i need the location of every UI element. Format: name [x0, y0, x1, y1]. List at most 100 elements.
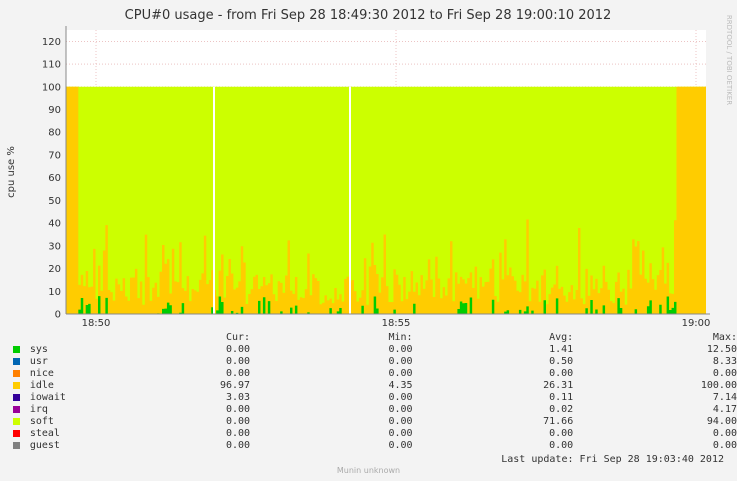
legend-table: Cur: Min: Avg: Max: sys 0.00 0.00 1.41 12.50… [10, 332, 737, 452]
y-tick-label: 20 [48, 264, 61, 275]
legend-row-irq: irq 0.00 0.00 0.02 4.17 [10, 404, 737, 416]
legend-series-name: idle [29, 380, 54, 391]
legend-min-value: 0.00 [388, 416, 413, 427]
y-tick-label: 70 [48, 150, 61, 161]
legend-swatch [13, 405, 20, 413]
legend-header-row: Cur: Min: Avg: Max: [10, 332, 737, 344]
y-tick-label: 90 [48, 105, 61, 116]
legend-swatch-cell [10, 380, 30, 392]
legend-row-steal: steal 0.00 0.00 0.00 0.00 [10, 428, 737, 440]
legend-row-iowait: iowait 3.03 0.00 0.11 7.14 [10, 392, 737, 404]
legend-min-value: 0.00 [388, 356, 413, 367]
legend-cur-value: 96.97 [219, 380, 251, 391]
legend-swatch-cell [10, 440, 30, 452]
legend-series-name: usr [29, 356, 48, 367]
munin-credit: Munin unknown [336, 466, 401, 475]
legend-cur-value: 0.00 [225, 404, 251, 415]
legend-max-value: 0.00 [712, 428, 737, 439]
y-tick-label: 40 [48, 219, 61, 230]
data-gap [349, 86, 351, 314]
legend-avg-value: 26.31 [543, 380, 574, 391]
legend-avg-value: 0.50 [549, 356, 574, 367]
legend-cur-value: 0.00 [225, 416, 251, 427]
x-tick-label: 18:55 [382, 318, 411, 329]
y-tick-label: 80 [48, 128, 61, 139]
legend-min-value: 0.00 [388, 440, 413, 451]
legend-cur-value: 0.00 [225, 368, 251, 379]
y-tick-label: 10 [48, 287, 61, 298]
legend-swatch [13, 345, 20, 353]
legend-min-value: 0.00 [388, 368, 413, 379]
legend-swatch [13, 381, 20, 389]
legend-cur-value: 0.00 [225, 356, 251, 367]
series-sys-area [66, 296, 706, 314]
legend-series-name: guest [29, 440, 60, 451]
legend-row-idle: idle 96.97 4.35 26.31 100.00 [10, 380, 737, 392]
legend-swatch [13, 357, 20, 365]
legend-swatch-cell [10, 416, 30, 428]
legend-series-name: sys [29, 344, 48, 355]
legend-swatch [13, 429, 20, 437]
legend-swatch-cell [10, 428, 30, 440]
legend-series-name: irq [29, 404, 48, 415]
axes: 0 10 20 30 40 50 60 70 80 90 100 110 120 18:50 18:55 19… [42, 26, 711, 329]
legend-min-value: 0.00 [388, 344, 413, 355]
y-tick-label: 50 [48, 196, 61, 207]
legend-avg-value: 0.00 [549, 428, 574, 439]
legend-header-max: Max: [712, 332, 737, 343]
last-update: Last update: Fri Sep 28 19:03:40 2012 [501, 454, 724, 465]
legend-swatch [13, 417, 20, 425]
y-axis-label: cpu use % [6, 146, 17, 198]
legend-min-value: 4.35 [388, 380, 413, 391]
legend-avg-value: 0.02 [549, 404, 574, 415]
legend-swatch-cell [10, 368, 30, 380]
y-tick-label: 110 [42, 60, 61, 71]
legend-row-soft: soft 0.00 0.00 71.66 94.00 [10, 416, 737, 428]
chart-title: CPU#0 usage - from Fri Sep 28 18:49:30 2… [125, 8, 612, 23]
y-tick-label: 100 [42, 82, 61, 93]
legend-cur-value: 0.00 [225, 344, 251, 355]
legend-max-value: 7.14 [712, 392, 737, 403]
legend-avg-value: 71.66 [543, 416, 574, 427]
legend-max-value: 8.33 [712, 356, 737, 367]
legend-swatch [13, 369, 20, 377]
legend-series-name: soft [29, 416, 54, 427]
legend-series-name: steal [29, 428, 60, 439]
legend-swatch-cell [10, 404, 30, 416]
legend-header-avg: Avg: [549, 332, 574, 343]
legend-row-guest: guest 0.00 0.00 0.00 0.00 [10, 440, 737, 452]
stacked-areas [66, 86, 706, 314]
legend-swatch [13, 441, 20, 449]
legend-avg-value: 0.00 [549, 440, 574, 451]
y-tick-label: 60 [48, 173, 61, 184]
legend-series-name: iowait [29, 392, 66, 403]
legend-header-cur: Cur: [225, 332, 251, 343]
series-soft-area [66, 86, 706, 314]
legend-row-usr: usr 0.00 0.00 0.50 8.33 [10, 356, 737, 368]
legend-cur-value: 0.00 [225, 440, 251, 451]
x-tick-label: 18:50 [82, 318, 111, 329]
legend-max-value: 4.17 [712, 404, 737, 415]
legend-swatch [13, 393, 20, 401]
legend-avg-value: 0.11 [549, 392, 574, 403]
legend-swatch-cell [10, 344, 30, 356]
legend-series-name: nice [29, 368, 54, 379]
legend-min-value: 0.00 [388, 428, 413, 439]
legend-max-value: 100.00 [700, 380, 737, 391]
legend-cur-value: 0.00 [225, 428, 251, 439]
series-idle-area [66, 86, 706, 314]
data-gap [213, 86, 215, 314]
legend-swatch-cell [10, 356, 30, 368]
legend-avg-value: 0.00 [549, 368, 574, 379]
legend-row-nice: nice 0.00 0.00 0.00 0.00 [10, 368, 737, 380]
y-tick-label: 120 [42, 37, 61, 48]
x-tick-label: 19:00 [682, 318, 711, 329]
legend-avg-value: 1.41 [549, 344, 574, 355]
legend-row-sys: sys 0.00 0.00 1.41 12.50 [10, 344, 737, 356]
legend-swatch-cell [10, 392, 30, 404]
legend-min-value: 0.00 [388, 404, 413, 415]
legend-max-value: 12.50 [706, 344, 737, 355]
legend-min-value: 0.00 [388, 392, 413, 403]
legend-max-value: 0.00 [712, 440, 737, 451]
